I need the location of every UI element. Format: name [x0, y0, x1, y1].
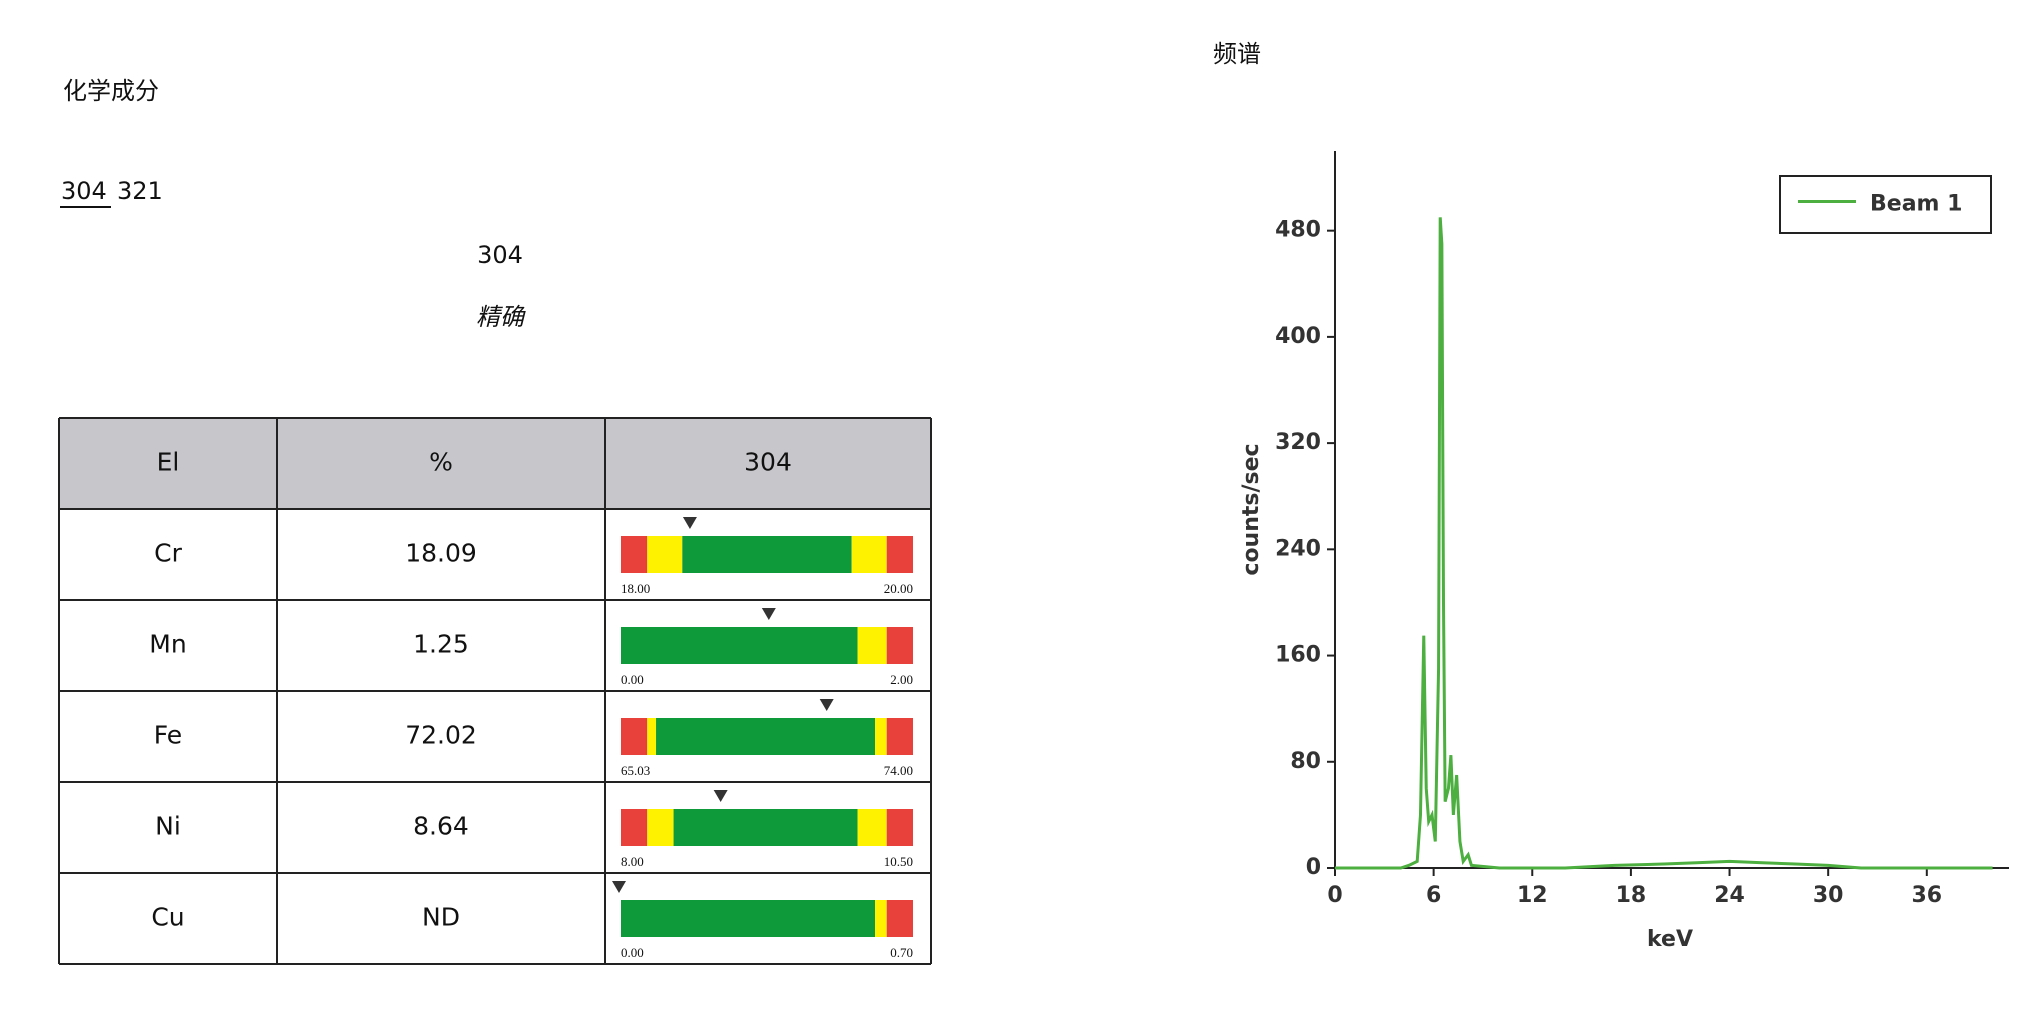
element: Cu: [151, 903, 184, 932]
value-marker: [612, 881, 626, 893]
value-marker: [761, 608, 776, 620]
range-zone: [621, 809, 648, 846]
range-zone: [886, 809, 913, 846]
range-max: 2.00: [890, 672, 913, 687]
percent: 72.02: [405, 721, 477, 750]
range-min: 0.00: [621, 672, 644, 687]
column-header: El: [157, 448, 180, 477]
range-max: 10.50: [884, 854, 913, 869]
range-zone: [682, 536, 852, 573]
y-tick-label: 240: [1275, 536, 1321, 561]
y-tick-label: 80: [1290, 749, 1321, 774]
percent: 18.09: [405, 539, 477, 568]
grade-tab[interactable]: 304: [61, 177, 107, 205]
chart-title: 频谱: [1213, 40, 1261, 68]
chart: 0 80 160 240 320 400 480 0 6 12 18 24 30 36 keV counts/…: [1239, 151, 2009, 952]
y-tick-label: 0: [1306, 855, 1321, 880]
range-zone: [647, 809, 674, 846]
legend-box: [1779, 175, 1992, 234]
x-tick-label: 0: [1327, 883, 1342, 908]
y-tick-label: 400: [1275, 324, 1321, 349]
range-zone: [647, 536, 683, 573]
element: Cr: [154, 539, 182, 568]
series-line: [1335, 217, 1993, 870]
legend-label: Beam 1: [1870, 192, 1962, 217]
x-tick-label: 36: [1911, 883, 1942, 908]
range-zone: [647, 718, 657, 755]
x-tick-label: 18: [1616, 883, 1647, 908]
range-zone: [857, 627, 887, 664]
range-zone: [621, 718, 648, 755]
range-max: 74.00: [884, 763, 913, 778]
element: Ni: [155, 812, 181, 841]
x-tick-label: 30: [1813, 883, 1844, 908]
x-tick-label: 12: [1517, 883, 1548, 908]
value-marker: [819, 699, 834, 711]
selected-grade: 304: [477, 241, 523, 269]
range-zone: [857, 809, 887, 846]
range-zone: [673, 809, 858, 846]
range-max: 20.00: [884, 581, 913, 596]
range-min: 65.03: [621, 763, 650, 778]
column-header: 304: [744, 448, 792, 477]
value-marker: [682, 517, 697, 529]
element: Mn: [149, 630, 186, 659]
table: El% 304 Cr 18.09 18.00 20.00 Mn 1.25 0.00 2.00 Fe 7…: [58, 417, 932, 965]
column-header: %: [429, 448, 453, 477]
range-min: 18.00: [621, 581, 650, 596]
mode: 精确: [476, 303, 526, 331]
value-marker: [713, 790, 728, 802]
x-axis-label: keV: [1647, 927, 1693, 952]
x-tick-label: 24: [1714, 883, 1745, 908]
range-zone: [886, 627, 913, 664]
section-title: 化学成分: [63, 77, 159, 105]
range-zone: [621, 627, 858, 664]
range-zone: [621, 900, 876, 937]
y-axis-label: counts/sec: [1239, 443, 1264, 575]
x-tick-label: 6: [1426, 883, 1441, 908]
y-tick-label: 320: [1275, 430, 1321, 455]
range-zone: [886, 900, 913, 937]
header-bg: [59, 418, 931, 509]
percent: 8.64: [413, 812, 469, 841]
range-zone: [656, 718, 876, 755]
percent: 1.25: [413, 630, 469, 659]
range-zone: [886, 718, 913, 755]
percent: ND: [422, 903, 460, 932]
range-max: 0.70: [890, 945, 913, 960]
range-min: 8.00: [621, 854, 644, 869]
y-tick-label: 160: [1275, 643, 1321, 668]
range-min: 0.00: [621, 945, 644, 960]
grade-tab[interactable]: 321: [117, 177, 163, 205]
range-zone: [886, 536, 913, 573]
range-zone: [875, 900, 887, 937]
y-tick-label: 480: [1275, 218, 1321, 243]
range-zone: [621, 536, 648, 573]
range-zone: [851, 536, 887, 573]
range-zone: [875, 718, 887, 755]
element: Fe: [154, 721, 182, 750]
